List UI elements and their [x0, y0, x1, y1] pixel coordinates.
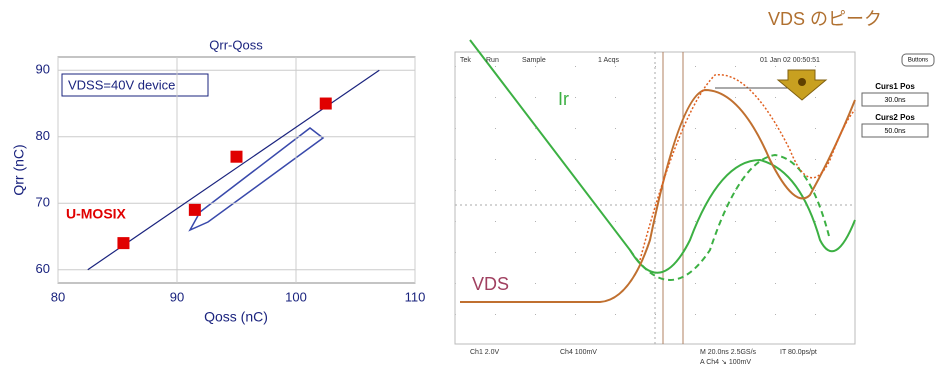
panel-value: 30.0ns [884, 97, 906, 104]
chart-title: Qrr-Qoss [209, 37, 263, 52]
header-text: Run [486, 57, 499, 64]
footer-text: Ch4 100mV [560, 349, 597, 356]
header-text: Tek [460, 57, 471, 64]
header-text: Sample [522, 57, 546, 64]
header-text: 01 Jan 02 00:50:51 [760, 57, 820, 64]
x-tick-label: 90 [170, 289, 184, 304]
panel-label: Curs2 Pos [875, 113, 915, 122]
annotation: VDSS=40V device [68, 77, 175, 92]
y-tick-label: 80 [36, 128, 50, 143]
y-axis-label: Qrr (nC) [11, 144, 27, 195]
button-label[interactable]: Buttons [908, 58, 928, 64]
x-tick-label: 100 [285, 289, 307, 304]
y-tick-label: 90 [36, 62, 50, 77]
figure: Qrr-Qoss Qoss (nC) Qrr (nC) VDSS=40V dev… [0, 0, 936, 369]
callout: VDS のピーク [768, 9, 882, 29]
x-axis-label: Qoss (nC) [204, 309, 268, 325]
footer-text: Ch1 2.0V [470, 349, 500, 356]
point [189, 204, 201, 216]
point [231, 151, 243, 163]
x-tick-label: 80 [51, 289, 65, 304]
y-tick-label: 60 [36, 261, 50, 276]
annotation: U-MOSIX [66, 206, 127, 222]
footer-text: A Ch4 ↘ 100mV [700, 359, 751, 366]
y-tick-label: 70 [36, 195, 50, 210]
footer-text: M 20.0ns 2.5GS/s [700, 349, 757, 356]
point [117, 237, 129, 249]
footer-text: IT 80.0ps/pt [780, 349, 817, 356]
page: Qrr-Qoss Qoss (nC) Qrr (nC) VDSS=40V dev… [0, 0, 936, 369]
trace-label: Ir [558, 89, 569, 109]
x-tick-label: 110 [405, 289, 426, 304]
header-text: 1 Acqs [598, 57, 620, 64]
panel-value: 50.0ns [884, 128, 906, 135]
callout-dot [798, 78, 806, 86]
panel-label: Curs1 Pos [875, 82, 915, 91]
trace-label: VDS [472, 274, 509, 294]
point [320, 98, 332, 110]
